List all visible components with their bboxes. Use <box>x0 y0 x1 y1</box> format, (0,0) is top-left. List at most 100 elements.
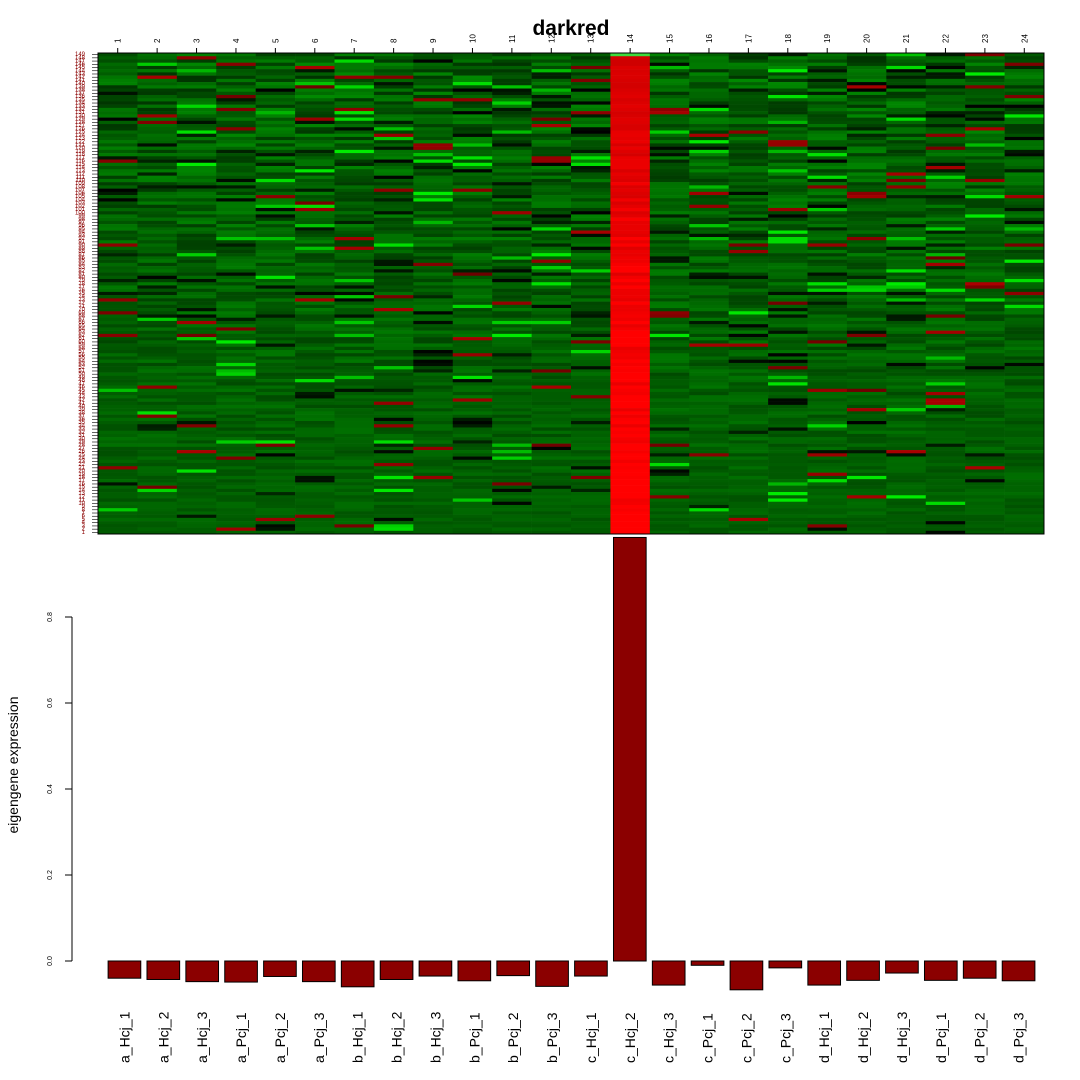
heatmap-cell <box>846 185 887 189</box>
heatmap-cell <box>925 259 966 264</box>
heatmap-cell <box>137 459 178 464</box>
heatmap-cell <box>649 382 690 386</box>
heatmap-cell <box>334 330 375 335</box>
heatmap-cell <box>373 482 414 486</box>
heatmap-cell <box>649 291 690 296</box>
heatmap-cell <box>176 120 217 125</box>
heatmap-cell <box>768 191 808 196</box>
heatmap-cell <box>492 214 532 218</box>
heatmap-cell <box>373 94 414 99</box>
heatmap-cell <box>176 78 217 83</box>
heatmap-cell <box>846 156 887 160</box>
heatmap-cell <box>807 379 848 383</box>
heatmap-cell <box>373 140 414 144</box>
heatmap-cell <box>925 240 966 244</box>
heatmap-cell <box>925 462 966 467</box>
heatmap-cell <box>413 437 454 441</box>
heatmap-cell <box>649 204 690 209</box>
heatmap-cell <box>176 82 217 86</box>
heatmap-cell <box>98 404 138 409</box>
heatmap-cell <box>98 153 138 157</box>
heatmap-cell <box>295 117 335 122</box>
heatmap-cell <box>728 88 769 93</box>
heatmap-cell <box>1004 240 1045 244</box>
heatmap-cell <box>1004 475 1045 480</box>
heatmap-cell <box>728 511 769 515</box>
heatmap-cell <box>610 472 651 477</box>
heatmap-cell <box>531 475 572 480</box>
heatmap-cell <box>728 411 769 415</box>
heatmap-cell <box>768 85 808 89</box>
heatmap-cell <box>98 185 138 189</box>
heatmap-cell <box>255 82 296 86</box>
heatmap-cell <box>886 366 927 370</box>
heatmap-cell <box>334 372 375 377</box>
heatmap-cell <box>1004 59 1045 63</box>
heatmap-cell <box>689 443 729 448</box>
heatmap-cell <box>176 498 217 503</box>
heatmap-cell <box>846 295 887 299</box>
heatmap-cell <box>373 343 414 348</box>
heatmap-cell <box>768 94 808 99</box>
heatmap-cell <box>886 149 927 154</box>
heatmap-cell <box>728 85 769 89</box>
heatmap-cell <box>531 459 572 464</box>
heatmap-cell <box>452 414 493 419</box>
heatmap-cell <box>571 72 611 76</box>
heatmap-row-label: 34 <box>78 423 85 429</box>
heatmap-column-label: 18 <box>784 34 793 43</box>
heatmap-cell <box>216 466 256 470</box>
heatmap-cell <box>886 269 927 273</box>
heatmap-cell <box>807 317 848 322</box>
heatmap-cell <box>571 379 611 383</box>
heatmap-cell <box>807 237 848 241</box>
heatmap-cell <box>176 469 217 473</box>
heatmap-cell <box>531 162 572 167</box>
heatmap-row-label: 45 <box>78 388 85 394</box>
heatmap-cell <box>295 330 335 335</box>
heatmap-cell <box>413 488 454 493</box>
heatmap-cell <box>492 333 532 338</box>
heatmap-cell <box>492 298 532 302</box>
heatmap-cell <box>965 450 1005 454</box>
heatmap-cell <box>689 298 729 302</box>
heatmap-cell <box>846 82 887 86</box>
heatmap-cell <box>728 446 769 451</box>
heatmap-cell <box>137 304 178 309</box>
heatmap-cell <box>965 446 1005 451</box>
heatmap-cell <box>373 85 414 89</box>
heatmap-cell <box>334 262 375 267</box>
heatmap-cell <box>768 233 808 238</box>
heatmap-cell <box>728 498 769 503</box>
heatmap-cell <box>571 198 611 202</box>
heatmap-cell <box>176 414 217 419</box>
heatmap-cell <box>531 65 572 70</box>
heatmap-cell <box>728 330 769 335</box>
heatmap-cell <box>413 262 454 267</box>
heatmap-cell <box>452 398 493 402</box>
heatmap-cell <box>689 114 729 118</box>
heatmap-cell <box>571 224 611 228</box>
heatmap-cell <box>413 479 454 483</box>
heatmap-cell <box>571 69 611 73</box>
heatmap-cell <box>728 337 769 341</box>
heatmap-cell <box>137 488 178 493</box>
heatmap-cell <box>610 159 651 164</box>
heatmap-cell <box>531 88 572 93</box>
heatmap-cell <box>373 440 414 444</box>
heatmap-cell <box>571 117 611 122</box>
heatmap-cell <box>768 230 808 235</box>
heatmap-cell <box>98 101 138 105</box>
heatmap-cell <box>373 495 414 499</box>
heatmap-row-label: 62 <box>78 333 85 339</box>
heatmap-cell <box>452 195 493 199</box>
heatmap-cell <box>413 472 454 477</box>
heatmap-cell <box>728 188 769 193</box>
heatmap-cell <box>216 114 256 118</box>
heatmap-row-label: 115 <box>75 162 85 168</box>
heatmap-cell <box>689 185 729 189</box>
heatmap-cell <box>728 153 769 157</box>
heatmap-cell <box>886 459 927 464</box>
heatmap-cell <box>137 404 178 409</box>
heatmap-cell <box>98 469 138 473</box>
